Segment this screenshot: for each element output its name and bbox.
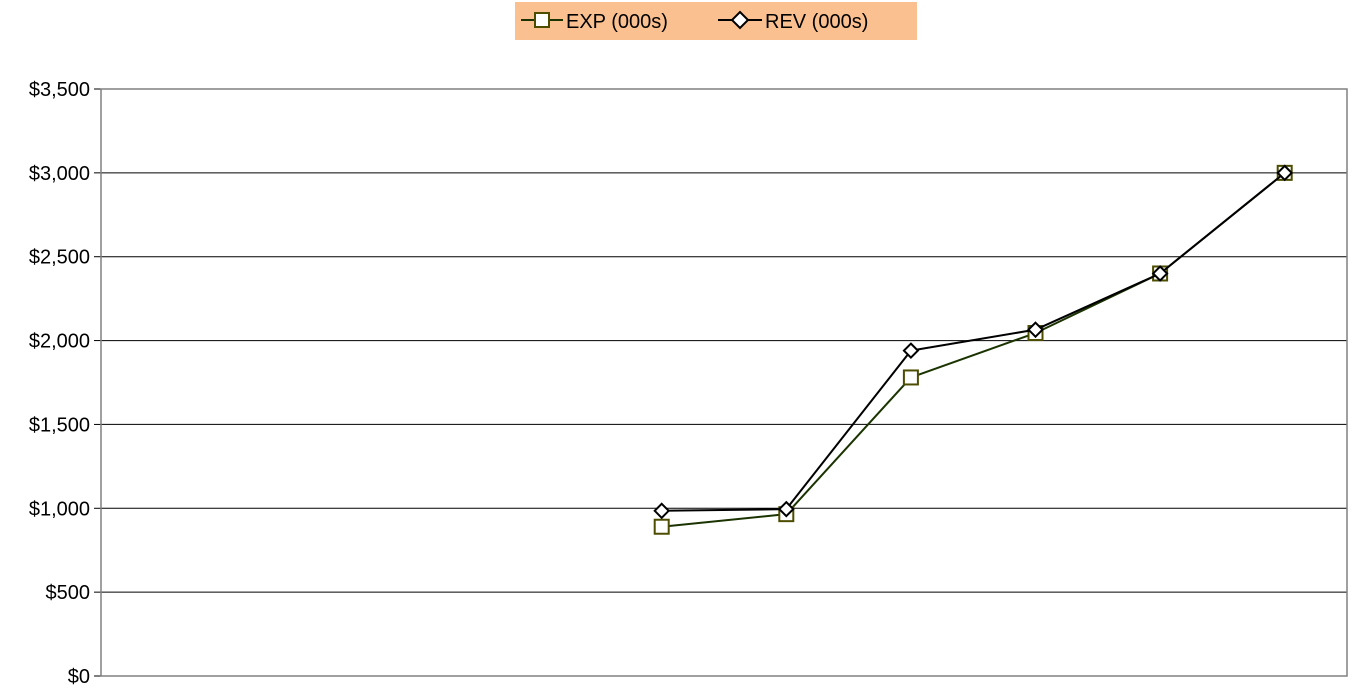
y-tick-label: $0	[68, 666, 90, 688]
legend-label-rev: REV (000s)	[765, 11, 868, 33]
data-point-diamond	[1027, 321, 1044, 339]
y-tick-label: $3,500	[29, 79, 90, 101]
series-rev	[653, 164, 1294, 520]
data-point-diamond	[1276, 164, 1294, 182]
y-tick-label: $2,000	[29, 331, 90, 353]
series-exp	[653, 164, 1293, 535]
series-line-segment	[785, 350, 912, 510]
y-tick-label: $3,000	[29, 163, 90, 185]
legend-item-exp: EXP (000s)	[521, 11, 668, 33]
data-point-diamond	[1151, 265, 1169, 282]
data-point-square	[902, 369, 919, 386]
data-point-diamond	[777, 500, 795, 518]
plot-area	[100, 88, 1348, 677]
y-tick-label: $2,500	[29, 247, 90, 269]
series-line-segment	[785, 376, 912, 515]
y-tick-label: $1,500	[29, 414, 90, 436]
legend-marker-square-icon	[534, 12, 550, 28]
series-line-segment	[661, 513, 787, 528]
legend-label-exp: EXP (000s)	[566, 11, 668, 33]
series-line-segment	[661, 508, 787, 512]
y-tick-label: $1,000	[29, 498, 90, 520]
chart-series	[653, 164, 1294, 535]
legend-background	[515, 2, 917, 40]
chart-legend: EXP (000s) REV (000s)	[515, 2, 917, 40]
chart-gridlines	[101, 172, 1347, 593]
series-line-segment	[910, 328, 1036, 352]
legend-marker-diamond-icon	[730, 10, 750, 30]
y-axis-ticks: $0 $500 $1,000 $1,500 $2,000 $2,500 $3,000 $3,5…	[29, 79, 101, 688]
data-point-square	[653, 518, 670, 535]
series-line-segment	[1035, 272, 1161, 331]
data-point-diamond	[902, 342, 920, 360]
series-line-segment	[910, 332, 1036, 379]
data-point-diamond	[653, 502, 671, 520]
y-tick-label: $500	[46, 582, 91, 604]
series-line-segment	[1159, 172, 1286, 275]
legend-item-rev: REV (000s)	[718, 10, 868, 33]
